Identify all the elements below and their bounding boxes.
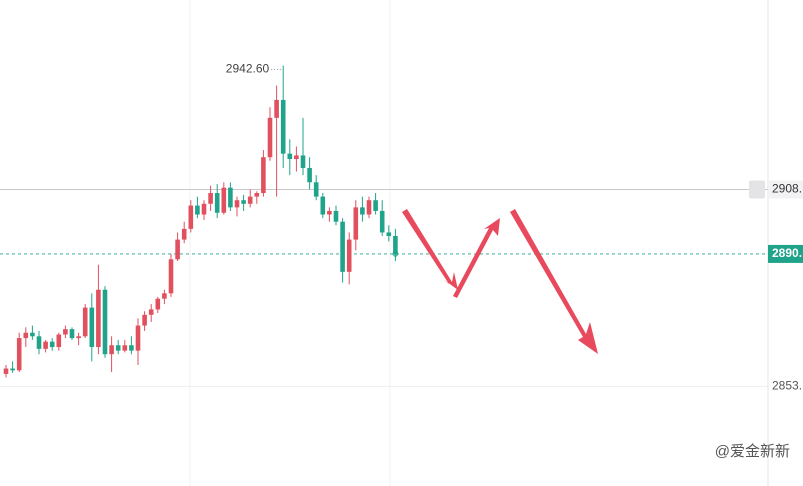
candle-body <box>346 239 352 272</box>
alert-label: 2908. <box>772 182 802 196</box>
candle-body <box>300 155 306 168</box>
candle-body <box>155 298 161 310</box>
candle-body <box>82 307 88 337</box>
candle-body <box>360 207 365 215</box>
candle-body <box>214 193 220 213</box>
candle-body <box>241 200 246 204</box>
candle-body <box>49 341 55 348</box>
candle-body <box>181 228 187 240</box>
candle-body <box>333 210 339 222</box>
y-tick-label: 2853. <box>772 379 802 393</box>
arrows <box>402 209 598 354</box>
candle-body <box>148 309 154 315</box>
arrow <box>510 209 598 354</box>
candle-body <box>122 345 128 351</box>
candle-body <box>63 329 68 335</box>
candle-body <box>201 203 207 215</box>
candle-body <box>16 338 22 371</box>
candle-body <box>267 117 273 158</box>
candle-body <box>76 336 81 339</box>
candle-body <box>234 200 240 208</box>
alert-icon <box>749 180 765 199</box>
candle-body <box>274 99 279 118</box>
candle-body <box>168 259 174 294</box>
alert-label-box <box>768 180 803 199</box>
candle-body <box>89 307 95 348</box>
candle-body <box>10 368 15 371</box>
candle-body <box>188 205 194 229</box>
candle-body <box>69 329 75 339</box>
candle-body <box>3 368 9 374</box>
candle-body <box>340 221 345 272</box>
candle-body <box>208 193 213 204</box>
candle-body <box>247 196 253 204</box>
candle-body <box>221 187 227 213</box>
candle-body <box>393 236 398 254</box>
candle-body <box>129 345 134 351</box>
candle-body <box>254 193 260 197</box>
high-annotation: 2942.60 <box>226 62 270 76</box>
candle-body <box>43 341 48 349</box>
candle-body <box>23 332 29 339</box>
candle-body <box>366 200 372 215</box>
candle-body <box>327 210 332 215</box>
candle-body <box>30 332 35 337</box>
price-label-box <box>768 244 803 263</box>
arrow <box>453 218 500 298</box>
candle-body <box>386 232 392 237</box>
watermark: @爱金新新 <box>715 443 790 460</box>
candle-body <box>109 345 114 355</box>
candle-body <box>307 167 312 183</box>
candle-body <box>175 239 180 260</box>
candle-body <box>228 187 233 208</box>
candle-body <box>135 325 141 351</box>
candle-body <box>313 182 319 197</box>
last-dot <box>392 250 399 257</box>
arrow <box>402 209 458 290</box>
candle-body <box>162 293 167 299</box>
price-label: 2890. <box>772 246 802 260</box>
candle-body <box>96 289 101 348</box>
candle-body <box>287 153 293 160</box>
candle-body <box>280 99 286 154</box>
candle-body <box>353 207 359 240</box>
candle-body <box>102 289 108 355</box>
candle-body <box>320 196 326 215</box>
candle-body <box>36 336 42 349</box>
candle-body <box>294 155 299 160</box>
candle-body <box>373 200 378 211</box>
candle-body <box>379 210 385 233</box>
candle-body <box>115 345 121 351</box>
candle-body <box>195 205 200 215</box>
candle-body <box>261 157 266 194</box>
candle-body <box>56 334 62 348</box>
candle-body <box>142 314 147 326</box>
